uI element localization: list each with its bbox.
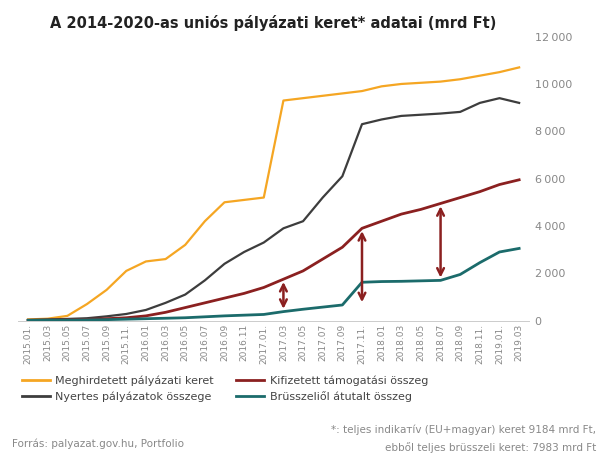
Legend: Meghirdetett pályázati keret, Nyertes pályázatok összege, Kifizetett támogatási : Meghirdetett pályázati keret, Nyertes pá… (18, 371, 432, 407)
Text: Forrás: palyazat.gov.hu, Portfolio: Forrás: palyazat.gov.hu, Portfolio (12, 438, 184, 449)
Text: *: teljes indikатív (EU+magyar) keret 9184 mrd Ft,: *: teljes indikатív (EU+magyar) keret 91… (331, 425, 596, 435)
Text: ebből teljes brüsszeli keret: 7983 mrd Ft: ebből teljes brüsszeli keret: 7983 mrd F… (385, 442, 596, 453)
Title: A 2014-2020-as uniós pályázati keret* adatai (mrd Ft): A 2014-2020-as uniós pályázati keret* ad… (50, 15, 497, 31)
